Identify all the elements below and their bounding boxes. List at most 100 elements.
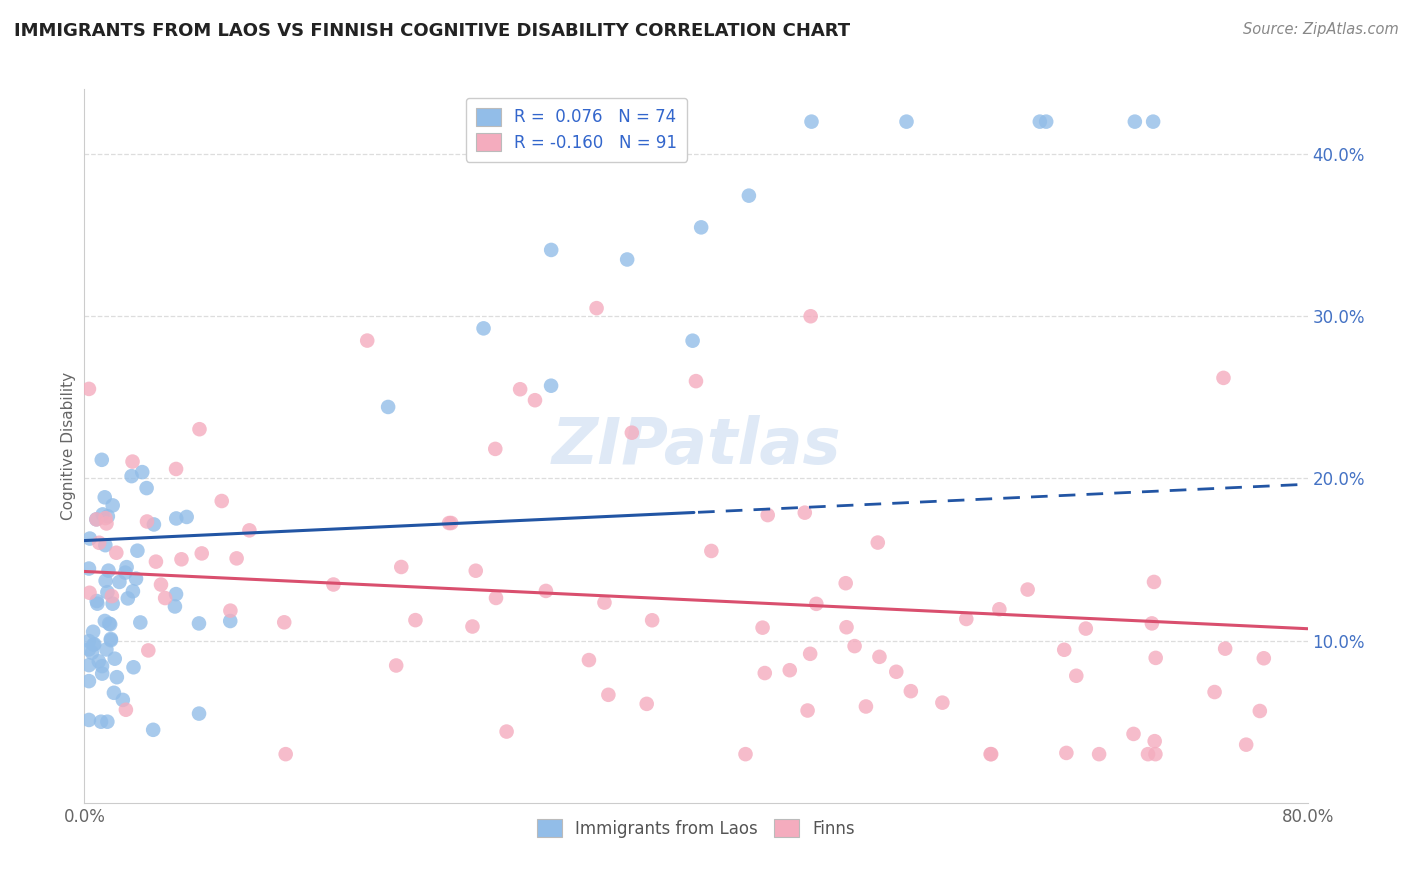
Point	[1253, 651, 1275, 665]
Point	[437, 516, 460, 530]
Point	[101, 597, 124, 611]
Point	[135, 481, 157, 495]
Point	[142, 517, 165, 532]
Point	[955, 612, 977, 626]
Point	[122, 660, 145, 674]
Point	[83, 638, 105, 652]
Point	[620, 425, 643, 440]
Point	[96, 516, 118, 531]
Point	[165, 511, 187, 525]
Point	[540, 243, 562, 257]
Point	[734, 747, 756, 761]
Point	[598, 688, 620, 702]
Legend: Immigrants from Laos, Finns: Immigrants from Laos, Finns	[530, 813, 862, 845]
Point	[94, 614, 117, 628]
Point	[1123, 114, 1146, 128]
Point	[121, 454, 143, 468]
Point	[77, 713, 100, 727]
Point	[150, 577, 173, 591]
Point	[122, 584, 145, 599]
Point	[90, 452, 112, 467]
Point	[806, 597, 828, 611]
Point	[238, 524, 260, 538]
Point	[931, 696, 953, 710]
Point	[682, 334, 704, 348]
Point	[472, 321, 495, 335]
Point	[377, 400, 399, 414]
Point	[98, 617, 121, 632]
Point	[461, 619, 484, 633]
Point	[77, 642, 100, 657]
Point	[79, 532, 101, 546]
Point	[754, 666, 776, 681]
Point	[844, 639, 866, 653]
Point	[219, 604, 242, 618]
Point	[1213, 641, 1236, 656]
Point	[636, 697, 658, 711]
Point	[534, 583, 557, 598]
Point	[641, 613, 664, 627]
Point	[93, 491, 115, 505]
Point	[131, 465, 153, 479]
Point	[779, 663, 801, 677]
Point	[988, 602, 1011, 616]
Point	[1088, 747, 1111, 761]
Point	[127, 543, 149, 558]
Point	[1136, 747, 1159, 761]
Point	[1204, 685, 1226, 699]
Point	[690, 220, 713, 235]
Point	[129, 615, 152, 630]
Point	[1234, 738, 1257, 752]
Point	[170, 552, 193, 566]
Point	[1143, 574, 1166, 589]
Point	[835, 620, 858, 634]
Point	[585, 301, 607, 315]
Point	[176, 510, 198, 524]
Point	[115, 703, 138, 717]
Point	[77, 561, 100, 575]
Point	[799, 647, 821, 661]
Point	[86, 512, 108, 526]
Point	[834, 576, 856, 591]
Point	[1212, 371, 1234, 385]
Point	[1053, 642, 1076, 657]
Point	[163, 599, 186, 614]
Point	[440, 516, 463, 530]
Point	[79, 586, 101, 600]
Point	[578, 653, 600, 667]
Point	[980, 747, 1002, 761]
Point	[142, 723, 165, 737]
Point	[756, 508, 779, 522]
Point	[1017, 582, 1039, 597]
Point	[1054, 746, 1077, 760]
Point	[117, 591, 139, 606]
Point	[165, 587, 187, 601]
Point	[793, 506, 815, 520]
Point	[125, 572, 148, 586]
Text: ZIPatlas: ZIPatlas	[551, 415, 841, 477]
Point	[700, 544, 723, 558]
Point	[136, 643, 159, 657]
Point	[274, 747, 297, 761]
Point	[1122, 727, 1144, 741]
Point	[524, 393, 547, 408]
Point	[385, 658, 408, 673]
Point	[96, 714, 118, 729]
Point	[219, 614, 242, 628]
Point	[87, 654, 110, 668]
Point	[80, 646, 103, 660]
Point	[165, 462, 187, 476]
Point	[153, 591, 176, 605]
Point	[108, 574, 131, 589]
Point	[97, 564, 120, 578]
Text: IMMIGRANTS FROM LAOS VS FINNISH COGNITIVE DISABILITY CORRELATION CHART: IMMIGRANTS FROM LAOS VS FINNISH COGNITIV…	[14, 22, 851, 40]
Point	[540, 378, 562, 392]
Point	[896, 114, 918, 128]
Point	[485, 591, 508, 605]
Point	[83, 637, 105, 651]
Point	[509, 382, 531, 396]
Point	[91, 508, 114, 522]
Point	[800, 310, 823, 324]
Point	[1035, 114, 1057, 128]
Point	[484, 442, 506, 456]
